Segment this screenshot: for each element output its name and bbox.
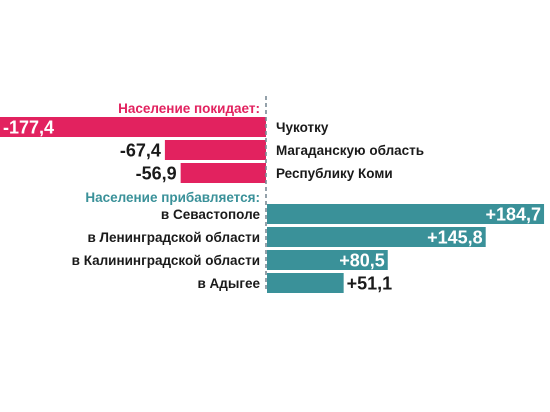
heading-growing: Население прибавляется: (85, 190, 260, 205)
category-label: в Калининградской области (72, 253, 260, 268)
category-label: в Ленинградской области (87, 230, 260, 245)
category-label: в Севастополе (161, 207, 261, 222)
data-label: +80,5 (339, 251, 385, 271)
bar (267, 273, 344, 293)
data-label: +51,1 (347, 274, 393, 294)
bar (164, 140, 266, 160)
bar (267, 227, 486, 247)
category-label: Республику Коми (276, 166, 393, 181)
bar (0, 117, 267, 137)
category-label: Чукотку (276, 120, 329, 135)
data-label: +184,7 (485, 205, 541, 225)
data-label: +145,8 (427, 228, 483, 248)
data-label: -56,9 (136, 164, 177, 184)
data-label: -177,4 (3, 118, 54, 138)
bar (267, 250, 388, 270)
category-label: в Адыгее (197, 276, 260, 291)
data-label: -67,4 (120, 141, 161, 161)
bar (180, 163, 266, 183)
heading-leaving: Население покидает: (118, 101, 260, 116)
category-label: Магаданскую область (276, 143, 424, 158)
bar (267, 204, 545, 224)
